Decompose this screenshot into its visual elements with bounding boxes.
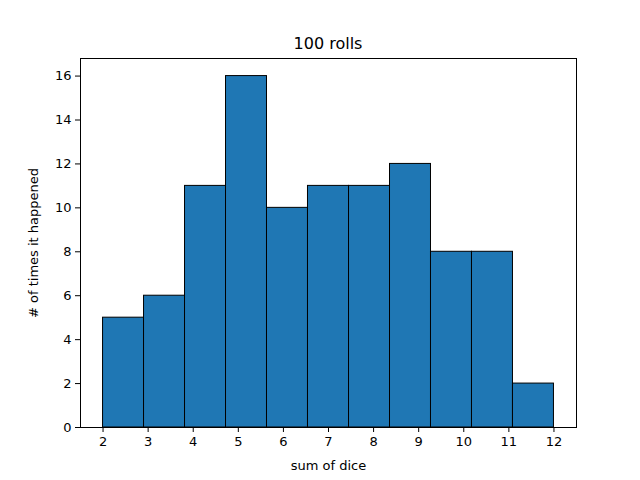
svg-text:8: 8 — [369, 434, 377, 449]
svg-text:14: 14 — [55, 112, 72, 127]
html-text:100 rolls: 100 rolls — [293, 34, 363, 53]
svg-text:# of times it happened: # of times it happened — [26, 168, 41, 318]
svg-text:0: 0 — [63, 420, 71, 435]
svg-text:6: 6 — [279, 434, 287, 449]
svg-text:11: 11 — [501, 434, 518, 449]
svg-text:7: 7 — [324, 434, 332, 449]
svg-text:4: 4 — [189, 434, 197, 449]
svg-text:3: 3 — [144, 434, 152, 449]
svg-text:4: 4 — [63, 332, 71, 347]
svg-text:16: 16 — [55, 68, 72, 83]
svg-text:5: 5 — [234, 434, 242, 449]
svg-text:2: 2 — [99, 434, 107, 449]
svg-text:sum of dice: sum of dice — [291, 458, 366, 473]
svg-text:10: 10 — [455, 434, 472, 449]
svg-text:10: 10 — [55, 200, 72, 215]
svg-text:8: 8 — [63, 244, 71, 259]
svg-text:12: 12 — [55, 156, 72, 171]
svg-text:6: 6 — [63, 288, 71, 303]
svg-text:2: 2 — [63, 376, 71, 391]
svg-text:12: 12 — [546, 434, 563, 449]
svg-text:9: 9 — [415, 434, 423, 449]
